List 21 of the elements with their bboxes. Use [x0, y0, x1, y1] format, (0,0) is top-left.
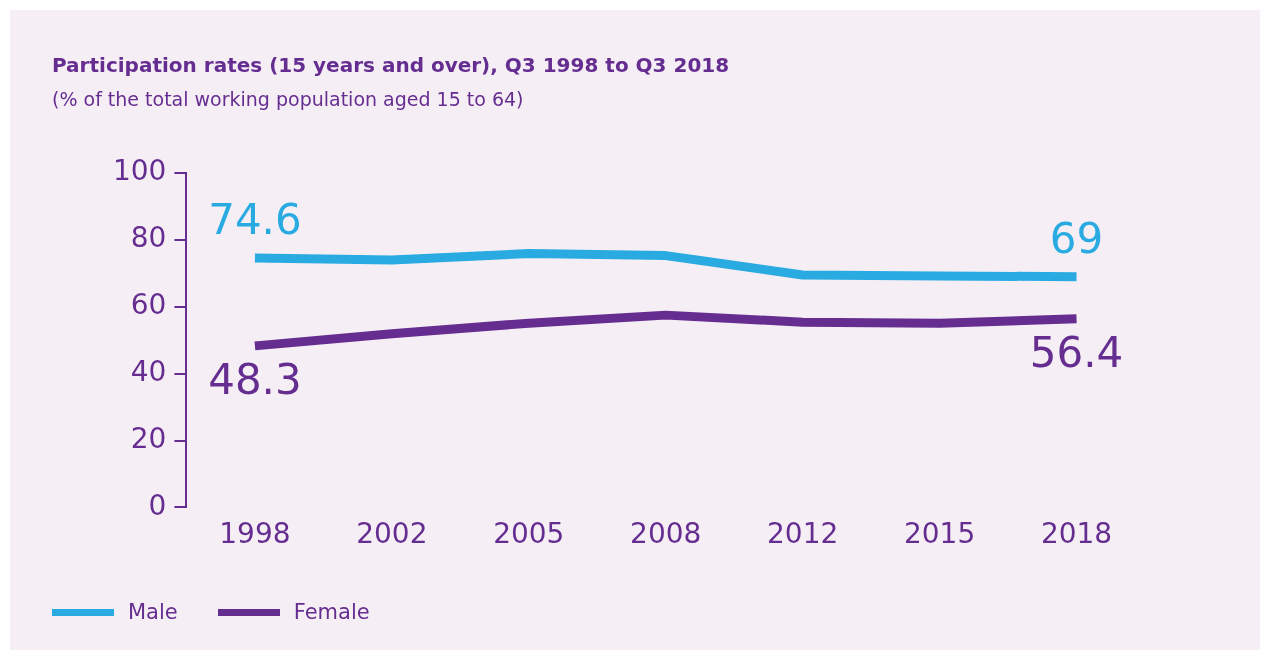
- legend-label: Female: [293, 600, 370, 624]
- y-tick-label: 100: [112, 154, 167, 188]
- x-tick-label: 1998: [219, 517, 291, 551]
- x-tick-label: 2002: [356, 517, 428, 551]
- x-tick-label: 2012: [767, 517, 839, 551]
- x-tick-label: 2005: [493, 517, 565, 551]
- data-label: 56.4: [1029, 327, 1124, 377]
- data-label: 74.6: [208, 194, 302, 244]
- chart-subtitle: (% of the total working population aged 15 to 64): [52, 88, 524, 110]
- y-tick-label: 20: [130, 421, 167, 455]
- data-label: 48.3: [208, 354, 302, 404]
- y-tick-label: 40: [130, 354, 167, 388]
- chart-title: Participation rates (15 years and over), Q3 1998 to Q3 2018: [52, 53, 730, 77]
- x-tick-label: 2008: [630, 517, 702, 551]
- y-tick-label: 0: [148, 488, 167, 522]
- y-tick-label: 60: [130, 288, 167, 322]
- x-tick-label: 2015: [903, 517, 976, 551]
- y-tick-label: 80: [130, 221, 167, 255]
- x-tick-label: 2018: [1040, 517, 1113, 551]
- data-label: 69: [1049, 213, 1104, 263]
- legend-label: Male: [128, 600, 178, 624]
